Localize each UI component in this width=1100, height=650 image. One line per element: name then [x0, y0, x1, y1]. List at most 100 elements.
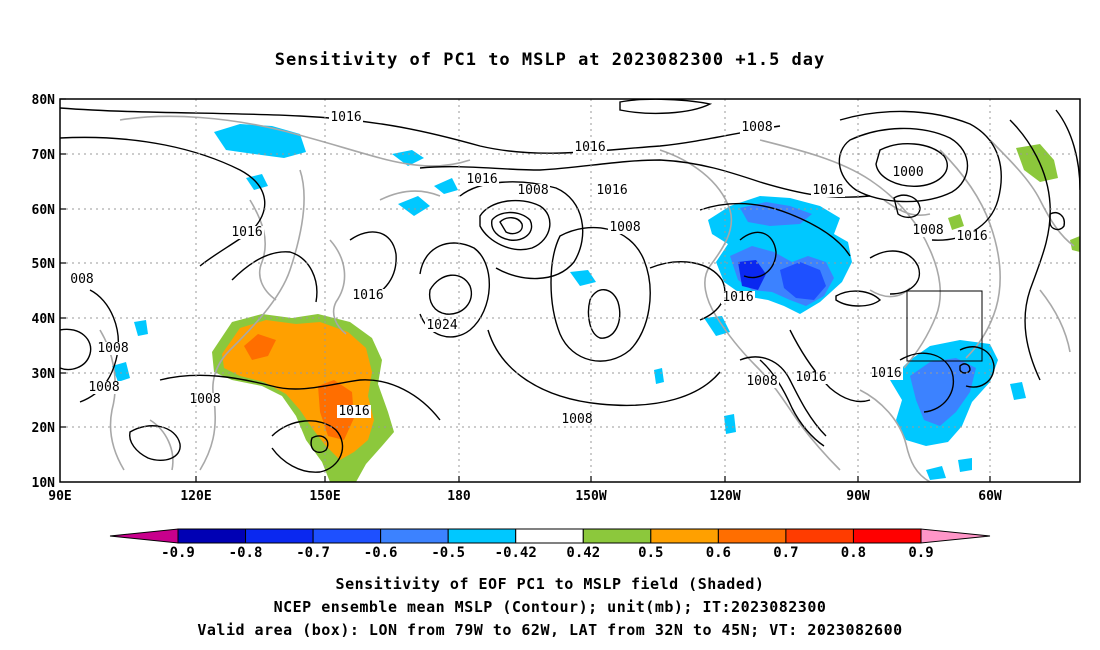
mslp-contours	[60, 99, 1080, 473]
contour-label: 1008	[608, 220, 642, 235]
lat-label: 10N	[32, 476, 56, 491]
colorbar-label: 0.9	[908, 545, 933, 561]
svg-text:1008: 1008	[561, 412, 592, 427]
svg-text:1000: 1000	[892, 165, 923, 180]
colorbar-label: -0.8	[229, 545, 263, 561]
lon-label: 120W	[709, 489, 740, 504]
colorbar-label: 0.7	[773, 545, 798, 561]
contour-label: 1008	[96, 341, 130, 356]
lon-label: 150W	[575, 489, 606, 504]
colorbar-label: -0.6	[364, 545, 398, 561]
svg-text:1008: 1008	[609, 220, 640, 235]
lon-label: 150E	[309, 489, 340, 504]
caption-shading: Sensitivity of EOF PC1 to MSLP field (Sh…	[335, 575, 765, 593]
contour-label: 1016	[869, 366, 903, 381]
svg-text:1016: 1016	[231, 225, 262, 240]
contour-label: 1000	[891, 165, 925, 180]
map-title: Sensitivity of PC1 to MSLP at 2023082300…	[274, 50, 826, 70]
latitude-labels: 80N 70N 60N 50N 40N 30N 20N 10N	[32, 93, 56, 491]
caption-valid-area: Valid area (box): LON from 79W to 62W, L…	[197, 621, 903, 639]
svg-text:1008: 1008	[517, 183, 548, 198]
contour-label: 1016	[955, 229, 989, 244]
svg-text:1016: 1016	[466, 172, 497, 187]
positive-shading-asia-inner	[244, 334, 276, 360]
lat-label: 60N	[32, 203, 56, 218]
contour-label: 1008	[560, 412, 594, 427]
svg-text:1016: 1016	[795, 370, 826, 385]
colorbar-segment	[785, 528, 854, 544]
svg-text:1016: 1016	[352, 288, 383, 303]
colorbar-label: 0.8	[841, 545, 866, 561]
lon-label: 90E	[48, 489, 71, 504]
colorbar-segment	[312, 528, 382, 544]
lat-lon-grid	[60, 99, 1080, 482]
contour-label: 1016	[329, 110, 363, 125]
svg-text:1016: 1016	[956, 229, 987, 244]
contour-label: 1008	[516, 183, 550, 198]
lat-label: 40N	[32, 312, 56, 327]
colorbar-label: -0.9	[161, 545, 195, 561]
contour-label: 1008	[740, 120, 774, 135]
lon-label: 90W	[846, 489, 870, 504]
svg-text:1016: 1016	[722, 290, 753, 305]
colorbar-segment	[245, 528, 314, 544]
colorbar-label: -0.7	[296, 545, 330, 561]
contour-label: 008	[65, 272, 99, 287]
svg-text:1016: 1016	[870, 366, 901, 381]
axis-ticks	[60, 98, 991, 482]
contour-labels: 1016 1008 1016 1016 1008 1016 1016 1000 1008 1016…	[65, 110, 989, 427]
lon-label: 120E	[180, 489, 211, 504]
caption-contours: NCEP ensemble mean MSLP (Contour); unit(…	[273, 598, 827, 616]
svg-text:1008: 1008	[189, 392, 220, 407]
contour-label: 1016	[351, 288, 385, 303]
contour-label: 1016	[465, 172, 499, 187]
colorbar-segment	[717, 528, 787, 544]
contour-label: 1016	[595, 183, 629, 198]
colorbar-segment	[515, 528, 584, 544]
colorbar-label: -0.42	[495, 545, 537, 561]
svg-text:1016: 1016	[812, 183, 843, 198]
lon-label: 60W	[978, 489, 1002, 504]
contour-label: 1016	[811, 183, 845, 198]
colorbar-segment	[380, 528, 449, 544]
colorbar-segment	[447, 528, 517, 544]
colorbar-low-arrow	[109, 528, 179, 544]
svg-text:1008: 1008	[912, 223, 943, 238]
svg-text:1008: 1008	[88, 380, 119, 395]
svg-text:1016: 1016	[574, 140, 605, 155]
contour-label: 1024	[425, 318, 459, 333]
colorbar-high-arrow	[920, 528, 991, 544]
svg-text:1008: 1008	[97, 341, 128, 356]
contour-label: 1016	[721, 290, 755, 305]
longitude-labels: 90E 120E 150E 180 150W 120W 90W 60W	[48, 489, 1002, 504]
colorbar-label: 0.42	[566, 545, 600, 561]
contour-label: 1008	[911, 223, 945, 238]
contour-label: 1008	[745, 374, 779, 389]
svg-text:1016: 1016	[330, 110, 361, 125]
lat-label: 30N	[32, 367, 56, 382]
colorbar-segment	[582, 528, 652, 544]
svg-text:1016: 1016	[596, 183, 627, 198]
contour-label: 1016	[230, 225, 264, 240]
lat-label: 80N	[32, 93, 56, 108]
colorbar-label: 0.6	[706, 545, 731, 561]
colorbar-segment	[177, 528, 247, 544]
colorbar-segment	[852, 528, 922, 544]
lat-label: 20N	[32, 421, 56, 436]
contour-label: 1008	[87, 380, 121, 395]
colorbar-label: -0.5	[431, 545, 465, 561]
lat-label: 50N	[32, 257, 56, 272]
svg-text:1008: 1008	[741, 120, 772, 135]
contour-label: 1008	[188, 392, 222, 407]
contour-label: 1016	[573, 140, 607, 155]
svg-text:008: 008	[70, 272, 93, 287]
lat-label: 70N	[32, 148, 56, 163]
svg-text:1024: 1024	[426, 318, 457, 333]
colorbar: -0.9 -0.8 -0.7 -0.6 -0.5 -0.42 0.42 0.5 0.6 0.7 0.…	[109, 528, 991, 561]
positive-shading-asia-mid	[222, 320, 374, 460]
contour-label: 1016	[337, 404, 371, 419]
svg-text:1008: 1008	[746, 374, 777, 389]
colorbar-segment	[650, 528, 719, 544]
map-frame	[59, 98, 1081, 483]
